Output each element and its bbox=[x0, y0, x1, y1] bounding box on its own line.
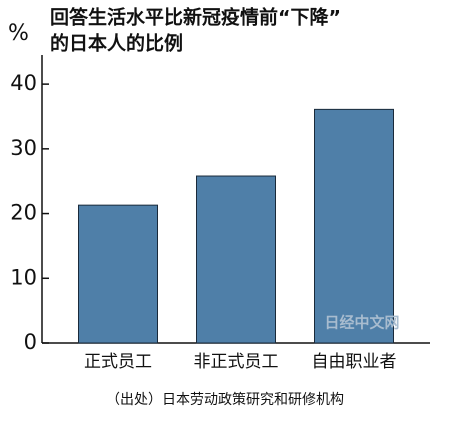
y-tick-label: 0 bbox=[24, 330, 37, 354]
y-axis-label: % bbox=[8, 21, 29, 46]
chart-title: 回答生活水平比新冠疫情前“下降” bbox=[50, 6, 341, 29]
x-tick-label: 非正式员工 bbox=[194, 352, 279, 372]
x-tick-label: 自由职业者 bbox=[312, 352, 397, 372]
x-tick-label: 正式员工 bbox=[84, 352, 152, 372]
y-tick-label: 30 bbox=[10, 136, 37, 160]
chart-title: 的日本人的比例 bbox=[50, 32, 183, 55]
watermark: 日经中文网 bbox=[324, 314, 399, 332]
y-tick-label: 20 bbox=[10, 201, 37, 225]
bar bbox=[196, 175, 276, 344]
bar bbox=[78, 204, 158, 344]
y-tick-label: 40 bbox=[10, 71, 37, 95]
source-note: （出处）日本劳动政策研究和研修机构 bbox=[106, 391, 344, 408]
bar bbox=[314, 108, 394, 344]
y-tick-label: 10 bbox=[10, 265, 37, 289]
